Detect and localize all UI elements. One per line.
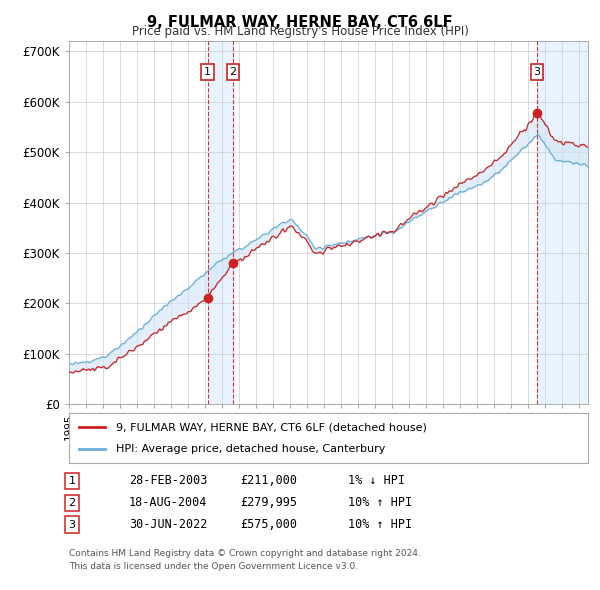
Text: 1: 1 <box>204 67 211 77</box>
Bar <box>537 41 588 404</box>
Text: 1: 1 <box>68 476 76 486</box>
Text: £575,000: £575,000 <box>240 518 297 531</box>
Text: £211,000: £211,000 <box>240 474 297 487</box>
Text: 3: 3 <box>533 67 541 77</box>
Text: 9, FULMAR WAY, HERNE BAY, CT6 6LF: 9, FULMAR WAY, HERNE BAY, CT6 6LF <box>147 15 453 30</box>
Text: HPI: Average price, detached house, Canterbury: HPI: Average price, detached house, Cant… <box>116 444 385 454</box>
Text: This data is licensed under the Open Government Licence v3.0.: This data is licensed under the Open Gov… <box>69 562 358 571</box>
Text: 1% ↓ HPI: 1% ↓ HPI <box>348 474 405 487</box>
Text: 2: 2 <box>68 498 76 507</box>
Text: 10% ↑ HPI: 10% ↑ HPI <box>348 518 412 531</box>
Text: Price paid vs. HM Land Registry's House Price Index (HPI): Price paid vs. HM Land Registry's House … <box>131 25 469 38</box>
Bar <box>208 41 233 404</box>
Text: 18-AUG-2004: 18-AUG-2004 <box>129 496 208 509</box>
Text: 9, FULMAR WAY, HERNE BAY, CT6 6LF (detached house): 9, FULMAR WAY, HERNE BAY, CT6 6LF (detac… <box>116 422 427 432</box>
Text: 10% ↑ HPI: 10% ↑ HPI <box>348 496 412 509</box>
Text: 30-JUN-2022: 30-JUN-2022 <box>129 518 208 531</box>
Text: £279,995: £279,995 <box>240 496 297 509</box>
Text: Contains HM Land Registry data © Crown copyright and database right 2024.: Contains HM Land Registry data © Crown c… <box>69 549 421 558</box>
Text: 2: 2 <box>229 67 236 77</box>
Text: 28-FEB-2003: 28-FEB-2003 <box>129 474 208 487</box>
Text: 3: 3 <box>68 520 76 529</box>
